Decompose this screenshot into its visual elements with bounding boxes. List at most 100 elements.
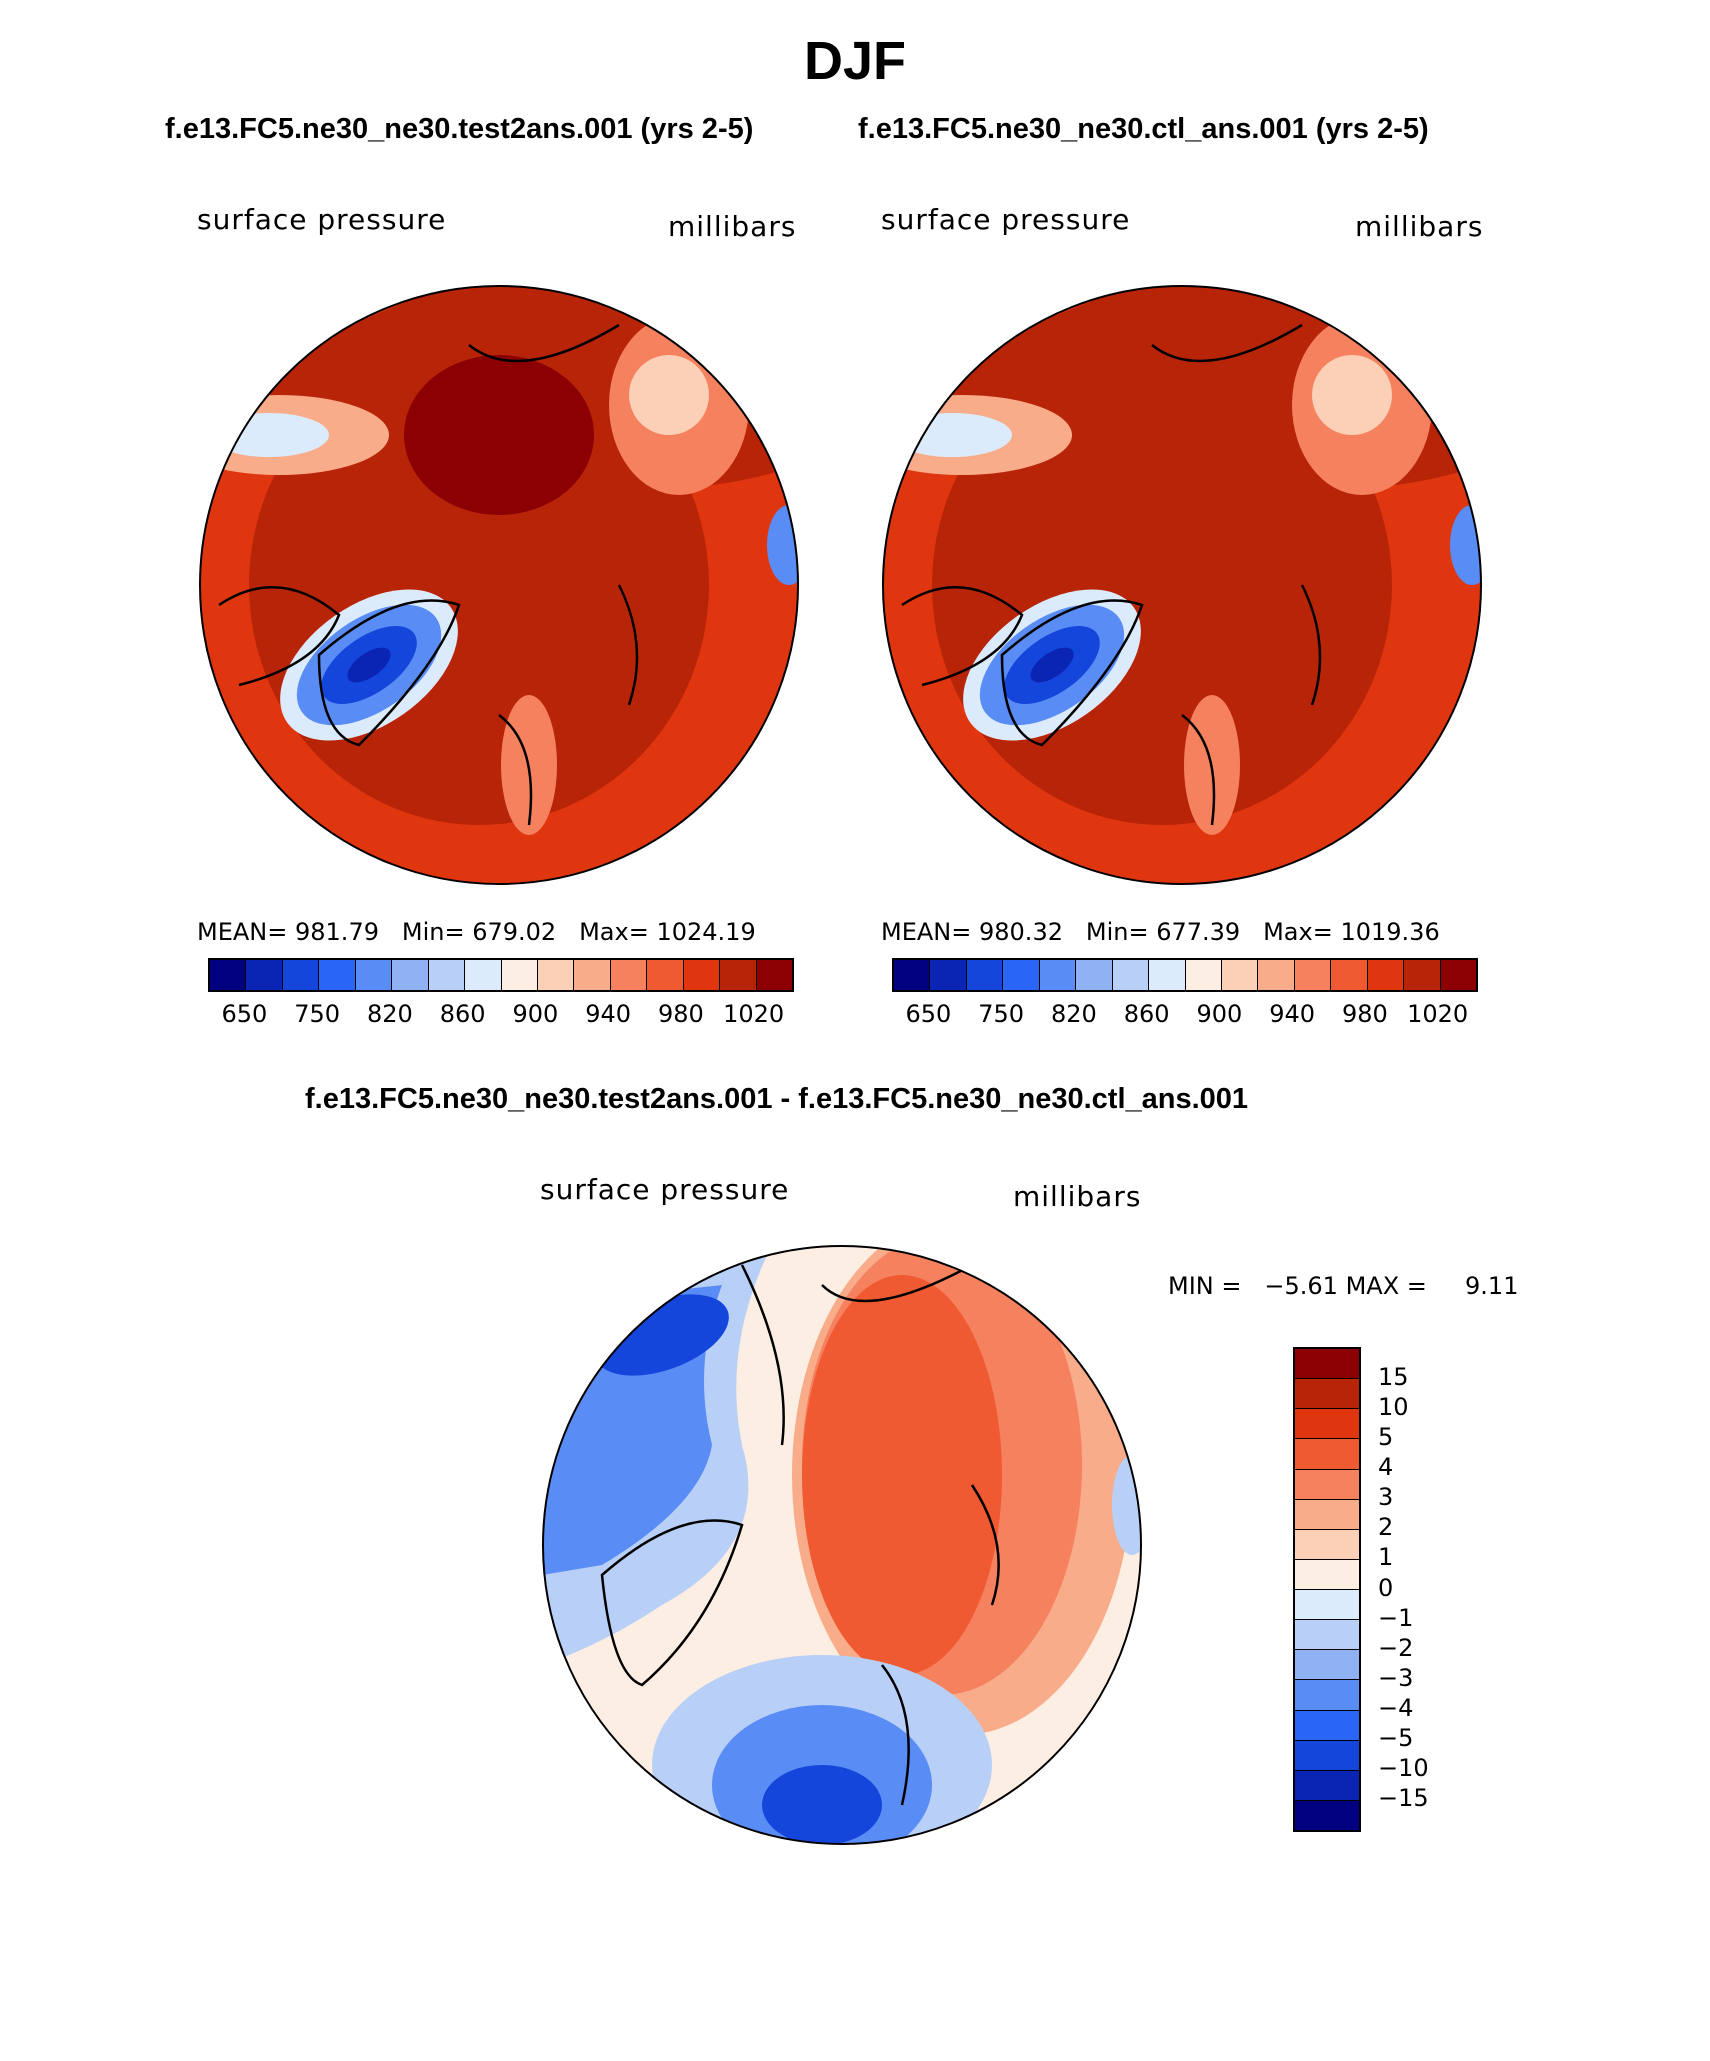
map-boundary	[882, 285, 1482, 885]
colorbar-tick-label: 820	[366, 1000, 413, 1028]
colorbar-tick-label: 900	[512, 1000, 559, 1028]
figure-title: DJF	[803, 31, 906, 91]
colorbar-swatch	[1295, 1559, 1359, 1590]
min-value: 679.02	[472, 918, 557, 946]
colorbar-swatch	[966, 960, 1004, 990]
colorbar-swatch	[1295, 1499, 1359, 1530]
min-value: 677.39	[1156, 918, 1241, 946]
panel-control-title: f.e13.FC5.ne30_ne30.ctl_ans.001 (yrs 2-5…	[858, 113, 1429, 145]
colorbar-tick-label: 3	[1378, 1483, 1394, 1512]
region-rockies-core	[209, 413, 329, 457]
panel-diff-colorbar	[1293, 1347, 1361, 1832]
colorbar-swatch	[647, 960, 684, 990]
mean-label: MEAN=	[881, 918, 972, 946]
colorbar-tick-label: 750	[294, 1000, 341, 1028]
colorbar-tick-label: 860	[439, 1000, 486, 1028]
colorbar-swatch	[1404, 960, 1441, 990]
colorbar-swatch	[1295, 1620, 1359, 1651]
colorbar-swatch	[1112, 960, 1150, 990]
region-asia-plateau-core	[1312, 355, 1392, 435]
colorbar-tick-label: 1020	[1407, 1000, 1469, 1028]
colorbar-swatch	[1440, 960, 1476, 990]
panel-test-units: millibars	[668, 210, 797, 243]
panel-diff-stats: MIN = −5.61 MAX = 9.11	[1168, 1272, 1518, 1300]
min-value: −5.61	[1264, 1272, 1338, 1300]
coastline	[218, 323, 639, 826]
colorbar-swatch	[246, 960, 283, 990]
colorbar-swatch	[1076, 960, 1113, 990]
panel-diff-map	[542, 1245, 1142, 1845]
panel-control-colorbar-ticks: 650 750 820 860 900 940 980 1020	[892, 1000, 1474, 1030]
colorbar-tick-label: 4	[1378, 1453, 1394, 1482]
mean-value: 981.79	[295, 918, 379, 946]
colorbar-swatch	[355, 960, 393, 990]
colorbar-swatch	[465, 960, 502, 990]
colorbar-tick-label: −2	[1378, 1633, 1414, 1662]
region-rockies-core	[892, 413, 1012, 457]
colorbar-swatch	[683, 960, 721, 990]
panel-diff-units: millibars	[1013, 1180, 1142, 1213]
colorbar-swatch	[1221, 960, 1259, 990]
colorbar-tick-label: −5	[1378, 1723, 1414, 1752]
region-asia-plateau-core	[629, 355, 709, 435]
panel-test-colorbar-ticks: 650 750 820 860 900 940 980 1020	[208, 1000, 790, 1030]
coastline	[901, 323, 1322, 826]
colorbar-swatch	[1295, 1529, 1359, 1560]
colorbar-swatch	[1295, 1680, 1359, 1711]
colorbar-swatch	[1295, 1469, 1359, 1500]
colorbar-swatch	[574, 960, 611, 990]
colorbar-swatch	[1331, 960, 1368, 990]
panel-control-variable: surface pressure	[881, 203, 1131, 236]
min-label: MIN =	[1168, 1272, 1242, 1300]
colorbar-tick-label: 940	[585, 1000, 632, 1028]
colorbar-swatch	[756, 960, 792, 990]
colorbar-swatch	[1295, 1770, 1359, 1801]
max-value: 1019.36	[1340, 918, 1440, 946]
colorbar-swatch	[1295, 1349, 1359, 1380]
panel-control-units: millibars	[1355, 210, 1484, 243]
colorbar-tick-label: 940	[1269, 1000, 1316, 1028]
colorbar-tick-label: 0	[1378, 1573, 1394, 1602]
colorbar-swatch	[537, 960, 575, 990]
colorbar-swatch	[1185, 960, 1222, 990]
colorbar-tick-label: 860	[1123, 1000, 1170, 1028]
map-boundary	[199, 285, 799, 885]
colorbar-swatch	[1149, 960, 1186, 990]
colorbar-swatch	[1294, 960, 1332, 990]
colorbar-tick-label: 5	[1378, 1423, 1394, 1452]
colorbar-tick-label: 1	[1378, 1543, 1394, 1572]
panel-test-stats: MEAN= 981.79 Min= 679.02 Max= 1024.19	[197, 918, 756, 946]
colorbar-swatch	[1367, 960, 1405, 990]
region-greenland-peak	[1030, 647, 1074, 683]
mean-value: 980.32	[979, 918, 1063, 946]
colorbar-swatch	[1003, 960, 1040, 990]
colorbar-swatch	[1295, 1590, 1359, 1621]
max-label: MAX =	[1345, 1272, 1427, 1300]
colorbar-tick-label: 750	[978, 1000, 1025, 1028]
panel-test-colorbar	[208, 958, 794, 992]
panel-control-stats: MEAN= 980.32 Min= 677.39 Max= 1019.36	[881, 918, 1440, 946]
colorbar-tick-label: 900	[1196, 1000, 1243, 1028]
panel-test-map	[199, 285, 799, 885]
mean-label: MEAN=	[197, 918, 288, 946]
colorbar-tick-label: −3	[1378, 1663, 1414, 1692]
colorbar-tick-label: 820	[1050, 1000, 1097, 1028]
min-label: Min=	[1085, 918, 1149, 946]
region-himalaya	[767, 505, 798, 585]
region-himalaya-negative	[1112, 1455, 1141, 1555]
colorbar-swatch	[1295, 1379, 1359, 1410]
colorbar-swatch	[720, 960, 757, 990]
colorbar-swatch	[282, 960, 320, 990]
panel-test-variable: surface pressure	[197, 203, 447, 236]
region-east-positive-core	[802, 1275, 1002, 1675]
panel-test-title: f.e13.FC5.ne30_ne30.test2ans.001 (yrs 2-…	[165, 113, 754, 145]
colorbar-tick-label: 980	[1341, 1000, 1388, 1028]
colorbar-swatch	[428, 960, 466, 990]
colorbar-swatch	[1039, 960, 1077, 990]
colorbar-swatch	[1295, 1439, 1359, 1470]
colorbar-tick-label: −10	[1378, 1753, 1429, 1782]
colorbar-tick-label: 15	[1378, 1363, 1409, 1392]
min-label: Min=	[401, 918, 465, 946]
colorbar-tick-label: 980	[657, 1000, 704, 1028]
colorbar-tick-label: 650	[221, 1000, 268, 1028]
